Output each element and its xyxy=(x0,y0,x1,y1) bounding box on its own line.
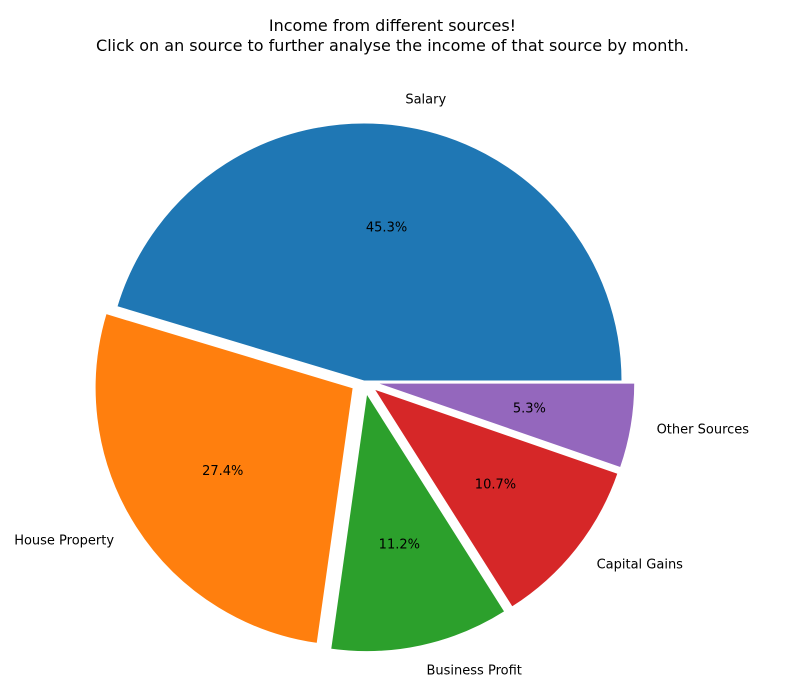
chart-title: Income from different sources! Click on … xyxy=(0,16,785,56)
pie-labels: 45.3% Salary 27.4% House Property 11.2% Busin… xyxy=(14,93,749,679)
pie-category-label-house-property: House Property xyxy=(14,533,114,548)
pie-category-label-other-sources: Other Sources xyxy=(657,423,750,438)
pie-slice-house-property[interactable] xyxy=(94,312,354,644)
pie-category-label-capital-gains: Capital Gains xyxy=(597,558,684,573)
pie-category-label-salary: Salary xyxy=(405,93,446,108)
pie-percent-label-house-property: 27.4% xyxy=(202,464,243,479)
pie-percent-label-business-profit: 11.2% xyxy=(379,537,420,552)
chart-title-line-2: Click on an source to further analyse th… xyxy=(96,36,689,55)
pie-slice-salary[interactable] xyxy=(116,122,623,382)
pie-slice-other-sources[interactable] xyxy=(376,382,636,469)
chart-title-line-1: Income from different sources! xyxy=(268,16,517,35)
pie-percent-label-other-sources: 5.3% xyxy=(513,401,546,416)
pie-slice-capital-gains[interactable] xyxy=(372,388,619,608)
pie-slices xyxy=(94,122,636,653)
pie-percent-label-capital-gains: 10.7% xyxy=(475,478,516,493)
pie-slice-business-profit[interactable] xyxy=(330,392,506,653)
pie-category-label-business-profit: Business Profit xyxy=(427,664,522,679)
pie-percent-label-salary: 45.3% xyxy=(366,220,407,235)
